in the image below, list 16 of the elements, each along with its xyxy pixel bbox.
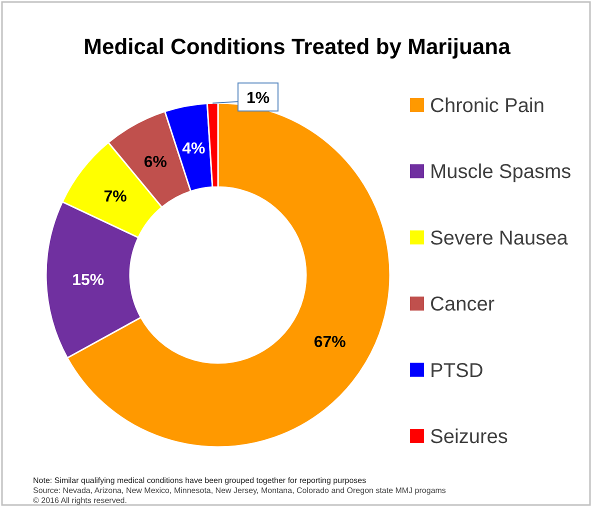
text: Note: Similar qualifying medical conditions have been grouped together for reporting purposes [33, 476, 366, 485]
data-label: 6% [144, 154, 167, 172]
data-label: 1% [246, 90, 270, 107]
legend-label: Seizures [430, 426, 508, 448]
data-label: 67% [314, 334, 346, 352]
legend-label: Cancer [430, 294, 495, 316]
data-label: 15% [72, 272, 104, 290]
source-note: Source: Nevada, Arizona, New Mexico, Minnesota, New Jersey, Montana, Colorado and Oregon state MMJ progams [33, 486, 446, 495]
legend-label: Chronic Pain [430, 95, 545, 117]
legend-label: Severe Nausea [430, 227, 569, 250]
data-label: 7% [104, 188, 127, 206]
data-label: 4% [182, 140, 206, 158]
chart-title: Medical Conditions Treated by Marijuana [84, 34, 512, 59]
legend-label: PTSD [430, 360, 484, 382]
legend-label: Muscle Spasms [430, 161, 572, 184]
text: © 2016 All rights reserved. [33, 496, 127, 505]
